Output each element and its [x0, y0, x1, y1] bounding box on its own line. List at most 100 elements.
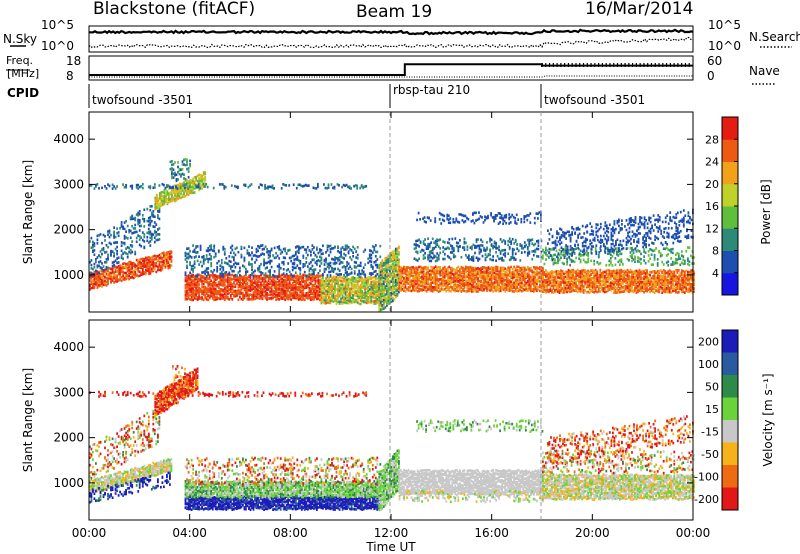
- range-cell: [347, 250, 350, 253]
- range-cell: [163, 255, 165, 259]
- range-cell: [529, 280, 532, 283]
- range-cell: [331, 291, 333, 294]
- range-cell: [537, 267, 540, 270]
- range-cell: [478, 251, 481, 254]
- range-cell: [208, 257, 211, 261]
- range-cell: [428, 273, 431, 276]
- range-cell: [347, 245, 350, 249]
- range-cell: [155, 223, 158, 226]
- range-cell: [149, 221, 152, 225]
- range-cell: [536, 287, 538, 291]
- range-cell: [468, 271, 470, 274]
- range-cell: [260, 262, 262, 266]
- range-cell: [290, 294, 293, 298]
- range-cell: [141, 268, 144, 272]
- range-cell: [326, 246, 329, 249]
- range-cell: [344, 254, 347, 257]
- range-cell: [284, 292, 287, 295]
- range-cell: [189, 249, 191, 253]
- range-cell: [192, 298, 194, 302]
- range-cell: [158, 253, 161, 257]
- range-cell: [303, 248, 306, 251]
- range-cell: [509, 221, 512, 224]
- range-cell: [536, 269, 538, 272]
- range-cell: [508, 281, 511, 284]
- range-cell: [210, 292, 213, 296]
- range-cell: [384, 300, 387, 304]
- range-cell: [337, 284, 339, 288]
- range-cell: [528, 270, 531, 273]
- range-cell: [413, 275, 416, 278]
- range-cell: [393, 254, 396, 257]
- range-cell: [171, 167, 173, 170]
- range-cell: [186, 281, 188, 284]
- range-cell: [393, 281, 396, 284]
- range-cell: [243, 278, 246, 282]
- range-cell: [520, 246, 523, 250]
- range-cell: [137, 218, 140, 222]
- range-cell: [233, 295, 235, 298]
- range-cell: [393, 275, 396, 279]
- range-cell: [528, 283, 531, 286]
- range-cell: [216, 297, 219, 301]
- range-cell: [495, 241, 497, 245]
- range-cell: [196, 280, 199, 284]
- range-cell: [201, 174, 203, 178]
- range-cell: [249, 298, 252, 301]
- range-cell: [398, 251, 400, 254]
- range-cell: [555, 286, 558, 289]
- range-cell: [529, 277, 532, 281]
- range-cell: [499, 252, 502, 255]
- range-cell: [373, 283, 376, 286]
- range-cell: [440, 213, 443, 216]
- range-cell: [300, 291, 303, 295]
- range-cell: [222, 284, 225, 287]
- range-cell: [528, 252, 531, 255]
- range-cell: [392, 269, 394, 273]
- range-cell: [353, 280, 356, 283]
- range-cell: [299, 290, 302, 294]
- range-cell: [219, 268, 222, 271]
- range-cell: [195, 245, 197, 248]
- range-cell: [166, 253, 168, 256]
- range-cell: [378, 286, 381, 290]
- range-cell: [234, 279, 237, 282]
- range-cell: [382, 301, 385, 304]
- range-cell: [475, 272, 478, 276]
- range-cell: [344, 246, 347, 249]
- range-cell: [478, 279, 481, 283]
- range-cell: [418, 271, 420, 275]
- range-cell: [229, 260, 232, 263]
- range-cell: [422, 268, 425, 272]
- range-cell: [291, 254, 294, 258]
- range-cell: [98, 271, 100, 275]
- range-cell: [563, 280, 565, 283]
- range-cell: [282, 291, 285, 294]
- range-cell: [425, 275, 428, 278]
- range-cell: [186, 252, 188, 256]
- range-cell: [254, 280, 256, 284]
- range-cell: [149, 256, 152, 260]
- range-cell: [526, 279, 529, 283]
- range-cell: [107, 276, 109, 280]
- range-cell: [549, 280, 552, 283]
- range-cell: [459, 281, 461, 285]
- range-cell: [459, 268, 461, 271]
- range-cell: [364, 279, 367, 283]
- range-cell: [436, 271, 439, 275]
- range-cell: [446, 279, 449, 282]
- range-cell: [436, 259, 439, 262]
- range-cell: [134, 273, 137, 276]
- range-cell: [477, 286, 479, 290]
- range-cell: [279, 252, 282, 255]
- range-cell: [196, 289, 199, 292]
- range-cell: [243, 281, 246, 284]
- range-cell: [433, 272, 436, 275]
- range-cell: [95, 269, 97, 273]
- range-cell: [132, 231, 135, 235]
- range-cell: [141, 262, 144, 266]
- range-cell: [455, 283, 458, 287]
- range-cell: [155, 254, 158, 258]
- range-cell: [440, 222, 443, 225]
- range-cell: [196, 282, 199, 285]
